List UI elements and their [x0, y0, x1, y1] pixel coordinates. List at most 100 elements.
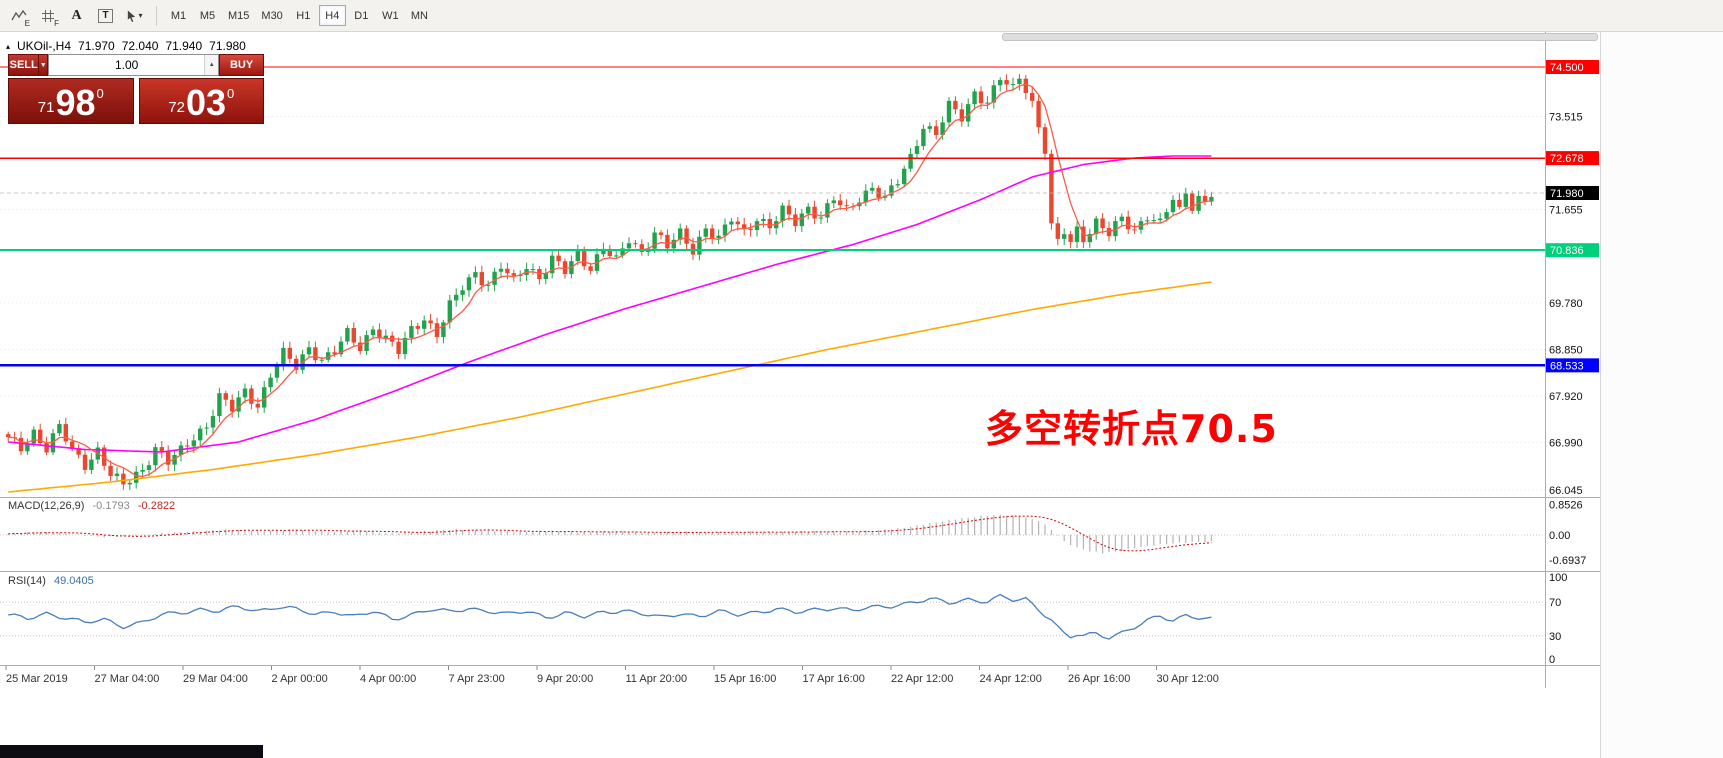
- ohlc-close: 71.980: [209, 39, 246, 53]
- trade-panel-controls: SELL ▼ ▲ BUY: [8, 54, 264, 76]
- zigzag-icon: [10, 9, 27, 20]
- time-axis-label: 25 Mar 2019: [6, 673, 68, 685]
- time-axis-label: 15 Apr 16:00: [714, 673, 776, 685]
- volume-increment-button[interactable]: ▲: [204, 55, 219, 75]
- volume-dropdown-button[interactable]: ▼: [39, 54, 49, 76]
- time-axis-label: 26 Apr 16:00: [1068, 673, 1130, 685]
- macd-indicator-label: MACD(12,26,9) -0.1793 -0.2822: [8, 500, 175, 512]
- timeframe-button-W1[interactable]: W1: [377, 5, 404, 26]
- toolbar-separator: [156, 5, 157, 26]
- tool-sub-label: E: [24, 18, 30, 28]
- rsi-axis-label: 30: [1549, 631, 1561, 643]
- indicator-line: [8, 281, 1212, 493]
- indicator-line: [8, 593, 1212, 640]
- price-axis-flag: [1546, 243, 1599, 258]
- grid-tool-button[interactable]: F: [34, 4, 61, 28]
- time-axis-label: 29 Mar 04:00: [183, 673, 248, 685]
- price-axis-flag: [1546, 60, 1599, 74]
- price-scale-label: 69.780: [1549, 298, 1583, 310]
- timeframe-button-M30[interactable]: M30: [256, 5, 287, 26]
- timeframe-button-M5[interactable]: M5: [194, 5, 221, 26]
- ohlc-open: 71.970: [78, 39, 115, 53]
- price-axis-flag-label: 72.678: [1550, 153, 1584, 165]
- time-axis-label: 7 Apr 23:00: [449, 673, 505, 685]
- top-toolbar: E F A T ▾ M1 M5 M15 M30 H1 H4 D1 W1 MN: [0, 0, 1723, 32]
- sell-price-tile[interactable]: 71 98 0: [8, 78, 134, 124]
- time-axis-label: 24 Apr 12:00: [980, 673, 1042, 685]
- timeframe-button-MN[interactable]: MN: [406, 5, 433, 26]
- time-axis-label: 27 Mar 04:00: [95, 673, 160, 685]
- time-axis-label: 9 Apr 20:00: [537, 673, 593, 685]
- buy-price-head: 72: [168, 99, 185, 116]
- indicator-line: [8, 83, 1212, 478]
- rsi-axis-label: 70: [1549, 597, 1561, 609]
- window-right-gutter: [1600, 32, 1723, 758]
- time-axis-label: 4 Apr 00:00: [360, 673, 416, 685]
- price-axis-flag-label: 74.500: [1550, 62, 1584, 74]
- timeframe-button-H1[interactable]: H1: [290, 5, 317, 26]
- buy-price-tile[interactable]: 72 03 0: [138, 78, 264, 124]
- price-axis-flag-label: 70.836: [1550, 245, 1584, 257]
- cursor-tool-button[interactable]: ▾: [121, 4, 148, 28]
- time-axis-label: 30 Apr 12:00: [1157, 673, 1219, 685]
- ohlc-high: 72.040: [121, 39, 159, 53]
- price-axis-flag: [1546, 358, 1599, 373]
- one-click-trading-panel: SELL ▼ ▲ BUY 71 98 0 72 03 0: [8, 54, 264, 124]
- macd-signal-value: -0.2822: [137, 500, 176, 512]
- macd-name: MACD(12,26,9): [8, 500, 85, 512]
- price-scale-label: 71.655: [1549, 204, 1583, 216]
- price-axis-flag: [1546, 151, 1599, 166]
- chart-background: [0, 32, 1600, 688]
- volume-input[interactable]: [49, 55, 205, 75]
- text-label-tool-button[interactable]: T: [92, 4, 119, 28]
- buy-price-pips: 03: [185, 82, 226, 123]
- volume-field: ▲: [48, 54, 220, 76]
- chart-annotation[interactable]: 多空转折点70.5: [985, 407, 1278, 451]
- chart-window: 73.515 71.655 69.780 68.850 67.920 66.990 66.0…: [0, 32, 1600, 688]
- collapse-arrow-icon[interactable]: ▴: [6, 41, 11, 51]
- indicators-tool-button[interactable]: E: [5, 4, 32, 28]
- rsi-name: RSI(14): [8, 575, 46, 587]
- indicator-line: [8, 515, 1212, 552]
- symbol-title: UKOil-,H4: [17, 39, 72, 53]
- taskbar-fragment: [0, 745, 263, 758]
- ohlc-low: 71.940: [165, 39, 203, 53]
- macd-axis-label: -0.6937: [1549, 555, 1586, 567]
- chevron-down-icon: ▾: [138, 11, 143, 20]
- price-scale-label: 73.515: [1549, 111, 1583, 123]
- grid-icon: [41, 9, 54, 22]
- timeframe-button-D1[interactable]: D1: [348, 5, 375, 26]
- price-scale-label: 66.045: [1549, 485, 1583, 497]
- sell-button[interactable]: SELL: [8, 54, 40, 76]
- rsi-value: 49.0405: [53, 575, 94, 587]
- macd-main-value: -0.1793: [92, 500, 130, 512]
- rsi-indicator-label: RSI(14) 49.0405: [8, 575, 94, 587]
- cursor-icon: [128, 10, 136, 22]
- sell-price-pips: 98: [55, 82, 96, 123]
- text-tool-button[interactable]: A: [63, 4, 90, 28]
- buy-button[interactable]: BUY: [219, 54, 264, 76]
- timeframe-button-H4[interactable]: H4: [318, 5, 346, 26]
- macd-axis-label: 0.00: [1549, 530, 1570, 542]
- text-icon: A: [71, 7, 82, 23]
- price-axis-flag-label: 68.533: [1550, 360, 1584, 372]
- time-axis-label: 2 Apr 00:00: [272, 673, 328, 685]
- chart-tools-group: E F A T ▾: [4, 4, 149, 28]
- sell-price-head: 71: [37, 99, 55, 116]
- timeframe-button-M1[interactable]: M1: [165, 5, 192, 26]
- chart-header: ▴ UKOil-,H4 71.970 72.040 71.940 71.980: [6, 39, 246, 53]
- label-icon: T: [98, 8, 113, 23]
- timeframe-button-M15[interactable]: M15: [223, 5, 254, 26]
- price-axis-flag: [1546, 186, 1599, 200]
- chart-canvas[interactable]: 73.515 71.655 69.780 68.850 67.920 66.990 66.0…: [0, 32, 1600, 688]
- chart-horizontal-scrollbar[interactable]: [1002, 33, 1598, 41]
- price-scale-label: 67.920: [1549, 391, 1583, 403]
- time-axis-label: 22 Apr 12:00: [891, 673, 953, 685]
- price-scale-label: 66.990: [1549, 438, 1583, 450]
- indicator-line: [8, 155, 1212, 453]
- macd-axis-label: 0.8526: [1549, 499, 1583, 511]
- buy-price-sup: 0: [227, 86, 235, 101]
- time-axis-label: 11 Apr 20:00: [626, 673, 688, 685]
- time-axis-label: 17 Apr 16:00: [803, 673, 865, 685]
